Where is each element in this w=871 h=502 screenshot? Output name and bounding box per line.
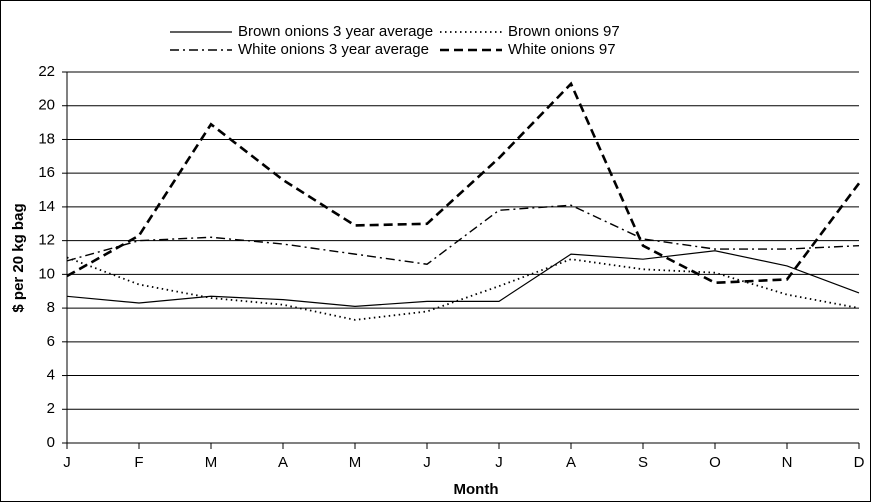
x-tick-label: M bbox=[349, 454, 362, 471]
y-tick-label: 16 bbox=[38, 164, 55, 181]
x-tick-label: J bbox=[495, 454, 503, 471]
series-line bbox=[66, 81, 861, 285]
y-tick-label: 20 bbox=[38, 97, 55, 114]
x-tick-label: S bbox=[638, 454, 648, 471]
y-tick-label: 12 bbox=[38, 232, 55, 249]
x-tick-label: D bbox=[854, 454, 865, 471]
legend-label: White onions 97 bbox=[508, 41, 616, 58]
x-tick-label: J bbox=[423, 454, 431, 471]
y-axis-label: $ per 20 kg bag bbox=[10, 203, 27, 312]
y-tick-label: 2 bbox=[47, 400, 55, 417]
legend-label: Brown onions 97 bbox=[508, 23, 620, 40]
y-tick-label: 18 bbox=[38, 130, 55, 147]
series-line bbox=[66, 204, 860, 265]
x-tick-label: F bbox=[134, 454, 143, 471]
legend-label: White onions 3 year average bbox=[238, 41, 429, 58]
x-tick-label: A bbox=[566, 454, 576, 471]
x-tick-label: A bbox=[278, 454, 288, 471]
x-axis-label: Month bbox=[454, 481, 499, 498]
series-line bbox=[66, 250, 860, 308]
y-tick-label: 0 bbox=[47, 434, 55, 451]
y-tick-label: 22 bbox=[38, 63, 55, 80]
x-tick-label: N bbox=[782, 454, 793, 471]
y-tick-label: 14 bbox=[38, 198, 55, 215]
y-tick-label: 8 bbox=[47, 299, 55, 316]
y-tick-label: 6 bbox=[47, 333, 55, 350]
x-tick-label: J bbox=[63, 454, 71, 471]
x-tick-label: M bbox=[205, 454, 218, 471]
y-tick-label: 10 bbox=[38, 265, 55, 282]
x-tick-label: O bbox=[709, 454, 721, 471]
legend-label: Brown onions 3 year average bbox=[238, 23, 433, 40]
y-tick-label: 4 bbox=[47, 367, 55, 384]
